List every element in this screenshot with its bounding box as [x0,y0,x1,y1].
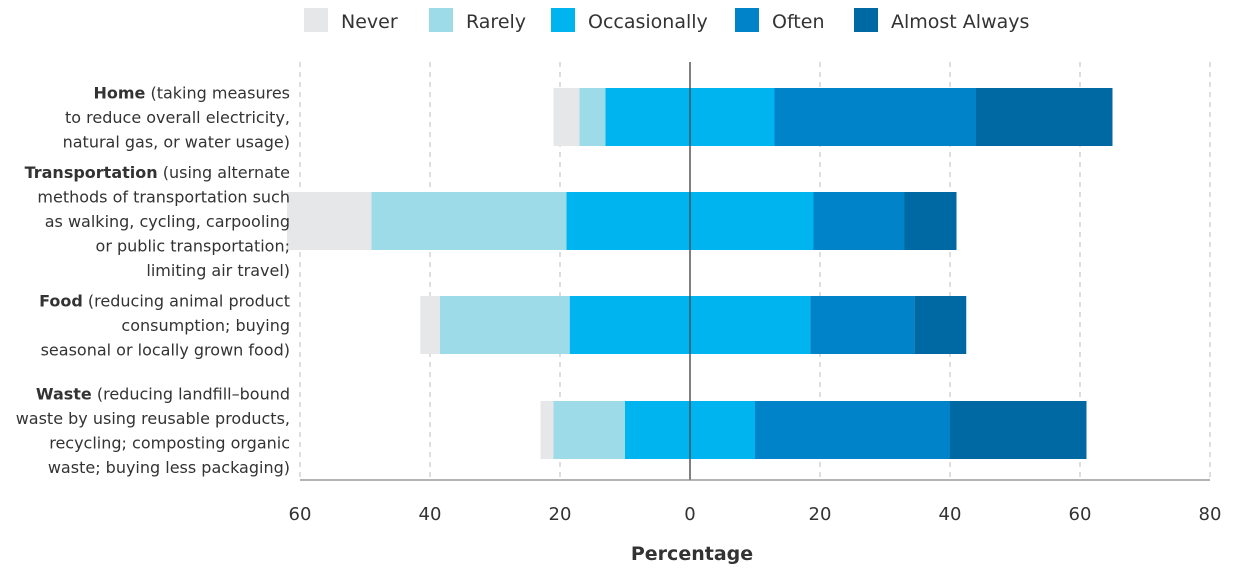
x-axis-title: Percentage [631,543,753,565]
category-label-line: natural gas, or water usage) [63,133,290,152]
legend-swatch [551,8,575,32]
category-label-line: to reduce overall electricity, [65,108,290,127]
bar-never [420,296,440,354]
legend-swatch [304,8,328,32]
x-tick-label: 20 [549,504,572,525]
legend: Never Rarely Occasionally Often Almost Alway… [304,8,1029,33]
category-label: Home (taking measures [93,84,290,103]
bar-often [813,192,905,250]
legend-label: Occasionally [588,11,708,33]
x-tick-label: 40 [939,504,962,525]
bar-often [774,88,976,146]
legend-swatch [735,8,759,32]
bar-almost-always [950,401,1087,459]
category-label: Transportation (using alternate [25,163,290,182]
legend-swatch [429,8,453,32]
category-label-line: limiting air travel) [146,261,290,280]
category-label-line: waste; buying less packaging) [48,458,290,477]
category-label: Food (reducing animal product [39,292,290,311]
legend-swatch [854,8,878,32]
x-tick-label: 0 [684,504,695,525]
bar-never [287,192,372,250]
category-label-line: recycling; composting organic [49,433,290,452]
category-label: Waste (reducing landfill–bound [36,384,290,403]
x-tick-label: 80 [1199,504,1222,525]
category-label-line: or public transportation; [96,237,290,256]
category-label-line: methods of transportation such [37,188,290,207]
legend-label: Often [772,11,825,33]
x-axis: 60 40 20 0 20 40 60 80 [289,479,1222,525]
bar-often [755,401,950,459]
bar-rarely [439,296,570,354]
bar-almost-always [976,88,1113,146]
x-tick-label: 40 [419,504,442,525]
bar-rarely [553,401,625,459]
bar-never [540,401,554,459]
bar-almost-always [914,296,967,354]
bars [287,62,1113,480]
category-label-line: as walking, cycling, carpooling [45,212,290,231]
bar-often [810,296,915,354]
category-label-line: consumption; buying [121,316,290,335]
x-tick-label: 60 [1069,504,1092,525]
x-tick-label: 20 [809,504,832,525]
bar-almost-always [904,192,957,250]
bar-rarely [371,192,567,250]
category-label-line: waste by using reusable products, [16,409,290,428]
legend-label: Almost Always [891,11,1029,33]
bar-rarely [579,88,606,146]
category-label-line: seasonal or locally grown food) [41,341,290,360]
category-labels: Home (taking measures to reduce overall e… [16,84,290,477]
legend-label: Never [341,11,398,33]
legend-label: Rarely [466,11,526,33]
x-tick-label: 60 [289,504,312,525]
bar-never [553,88,580,146]
